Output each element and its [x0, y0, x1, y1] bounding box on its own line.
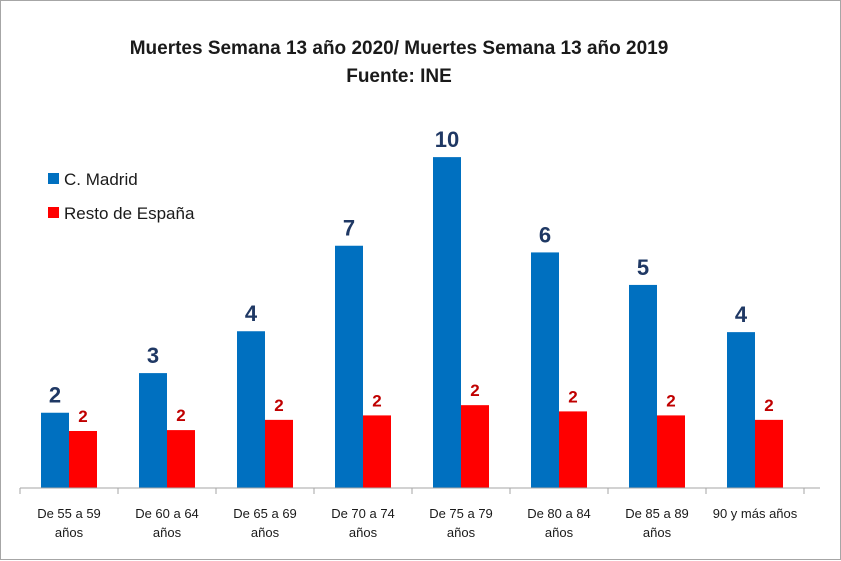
bar-s1-c4	[461, 405, 489, 488]
x-tick-label-2: De 65 a 69 años	[233, 506, 297, 540]
data-label-s0-c2: 4	[245, 301, 258, 326]
x-tick-label-3: De 70 a 74 años	[331, 506, 395, 540]
data-label-s1-c1: 2	[176, 406, 185, 425]
data-label-s1-c3: 2	[372, 391, 381, 410]
bar-s1-c7	[755, 419, 783, 488]
x-tick-label-4: De 75 a 79 años	[429, 506, 493, 540]
chart-title: Muertes Semana 13 año 2020/ Muertes Sema…	[130, 38, 669, 59]
legend-swatch-resto	[48, 207, 59, 218]
data-label-s0-c6: 5	[637, 255, 649, 280]
data-label-s0-c1: 3	[147, 343, 159, 368]
data-label-s1-c6: 2	[666, 391, 675, 410]
legend-label-resto: Resto de España	[64, 204, 195, 223]
data-label-s0-c0: 2	[49, 383, 61, 408]
bar-s1-c1	[167, 430, 195, 488]
legend-swatch-madrid	[48, 173, 59, 184]
bar-s0-c2	[237, 331, 265, 488]
bar-s0-c6	[629, 284, 657, 488]
data-label-s0-c4: 10	[435, 127, 459, 152]
data-label-s0-c5: 6	[539, 222, 551, 247]
data-label-s1-c5: 2	[568, 387, 577, 406]
x-tick-label-0: De 55 a 59 años	[37, 506, 101, 540]
bar-s1-c6	[657, 415, 685, 488]
bar-s1-c0	[69, 430, 97, 488]
legend: C. Madrid Resto de España	[48, 170, 195, 223]
legend-label-madrid: C. Madrid	[64, 170, 138, 189]
bar-s0-c1	[139, 373, 167, 488]
bar-s0-c5	[531, 252, 559, 488]
data-label-s1-c4: 2	[470, 381, 479, 400]
bars-group	[41, 157, 783, 488]
bar-s0-c3	[335, 245, 363, 488]
bar-s0-c7	[727, 332, 755, 488]
data-label-s1-c7: 2	[764, 396, 773, 415]
x-tick-label-1: De 60 a 64 años	[135, 506, 199, 540]
data-label-s1-c0: 2	[78, 407, 87, 426]
bar-s1-c2	[265, 419, 293, 488]
data-label-s0-c7: 4	[735, 302, 748, 327]
data-label-s1-c2: 2	[274, 396, 283, 415]
chart-subtitle: Fuente: INE	[346, 66, 452, 87]
x-axis-ticks: De 55 a 59 años De 60 a 64 años De 65 a 69 añ…	[19, 488, 805, 540]
data-label-s0-c3: 7	[343, 216, 355, 241]
x-tick-label-6: De 85 a 89 años	[625, 506, 689, 540]
x-tick-label-7: 90 y más años	[713, 506, 798, 521]
x-tick-label-5: De 80 a 84 años	[527, 506, 591, 540]
bar-s1-c3	[363, 415, 391, 488]
bar-s0-c0	[41, 412, 69, 488]
bar-s0-c4	[433, 157, 461, 488]
bar-s1-c5	[559, 411, 587, 488]
